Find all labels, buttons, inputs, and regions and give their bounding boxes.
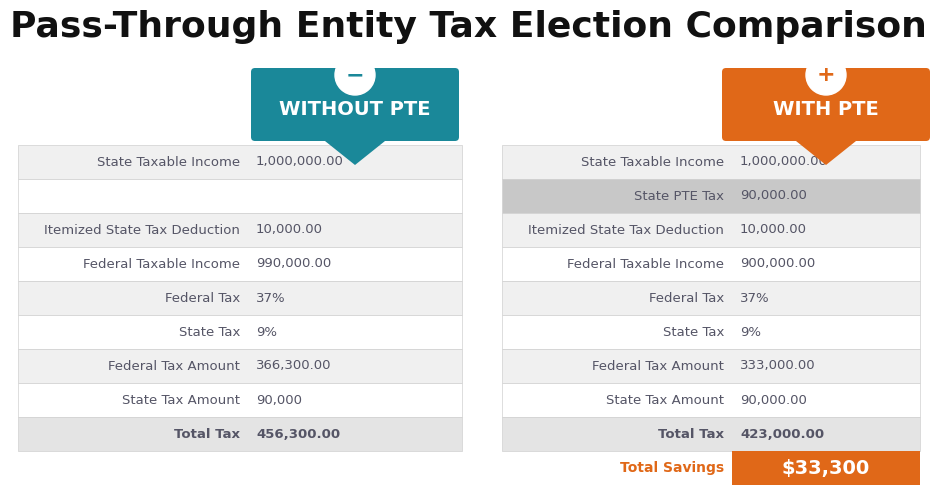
- Text: +: +: [817, 65, 835, 85]
- Text: Total Tax: Total Tax: [174, 427, 240, 441]
- Text: 456,300.00: 456,300.00: [256, 427, 340, 441]
- Text: State Taxable Income: State Taxable Income: [581, 155, 724, 169]
- Polygon shape: [320, 137, 390, 165]
- FancyBboxPatch shape: [502, 349, 920, 383]
- FancyBboxPatch shape: [722, 68, 930, 141]
- FancyBboxPatch shape: [251, 68, 459, 141]
- Circle shape: [806, 55, 846, 95]
- Text: 90,000: 90,000: [256, 393, 302, 407]
- Text: Itemized State Tax Deduction: Itemized State Tax Deduction: [44, 223, 240, 237]
- FancyBboxPatch shape: [18, 349, 462, 383]
- FancyBboxPatch shape: [18, 213, 462, 247]
- FancyBboxPatch shape: [502, 247, 920, 281]
- Text: State Taxable Income: State Taxable Income: [96, 155, 240, 169]
- Text: WITHOUT PTE: WITHOUT PTE: [279, 100, 431, 119]
- Text: 9%: 9%: [256, 325, 277, 339]
- Text: Federal Taxable Income: Federal Taxable Income: [567, 258, 724, 270]
- Text: Total Tax: Total Tax: [658, 427, 724, 441]
- Text: Federal Tax Amount: Federal Tax Amount: [592, 360, 724, 372]
- Text: Federal Taxable Income: Federal Taxable Income: [83, 258, 240, 270]
- FancyBboxPatch shape: [502, 213, 920, 247]
- Text: −: −: [345, 65, 364, 85]
- FancyBboxPatch shape: [18, 383, 462, 417]
- FancyBboxPatch shape: [18, 281, 462, 315]
- Text: 900,000.00: 900,000.00: [740, 258, 815, 270]
- FancyBboxPatch shape: [502, 179, 920, 213]
- Text: 90,000.00: 90,000.00: [740, 190, 807, 202]
- Text: 9%: 9%: [740, 325, 761, 339]
- Text: 10,000.00: 10,000.00: [256, 223, 323, 237]
- Polygon shape: [791, 137, 861, 165]
- Text: 990,000.00: 990,000.00: [256, 258, 331, 270]
- Text: 10,000.00: 10,000.00: [740, 223, 807, 237]
- Text: Federal Tax: Federal Tax: [649, 292, 724, 304]
- Text: Federal Tax: Federal Tax: [165, 292, 240, 304]
- FancyBboxPatch shape: [18, 315, 462, 349]
- Text: WITH PTE: WITH PTE: [773, 100, 879, 119]
- FancyBboxPatch shape: [502, 383, 920, 417]
- FancyBboxPatch shape: [18, 417, 462, 451]
- Text: State Tax Amount: State Tax Amount: [122, 393, 240, 407]
- FancyBboxPatch shape: [502, 281, 920, 315]
- FancyBboxPatch shape: [732, 451, 920, 485]
- FancyBboxPatch shape: [502, 315, 920, 349]
- FancyBboxPatch shape: [502, 145, 920, 179]
- Text: $33,300: $33,300: [782, 459, 870, 477]
- Text: 90,000.00: 90,000.00: [740, 393, 807, 407]
- Text: State Tax Amount: State Tax Amount: [606, 393, 724, 407]
- Text: Itemized State Tax Deduction: Itemized State Tax Deduction: [528, 223, 724, 237]
- Circle shape: [335, 55, 375, 95]
- Text: State Tax: State Tax: [663, 325, 724, 339]
- Text: 1,000,000.00: 1,000,000.00: [256, 155, 344, 169]
- Text: Total Savings: Total Savings: [620, 461, 724, 475]
- Text: Pass-Through Entity Tax Election Comparison: Pass-Through Entity Tax Election Compari…: [9, 10, 927, 44]
- FancyBboxPatch shape: [18, 145, 462, 179]
- FancyBboxPatch shape: [502, 417, 920, 451]
- Text: 37%: 37%: [256, 292, 285, 304]
- Text: Federal Tax Amount: Federal Tax Amount: [109, 360, 240, 372]
- FancyBboxPatch shape: [18, 247, 462, 281]
- Text: State PTE Tax: State PTE Tax: [634, 190, 724, 202]
- FancyBboxPatch shape: [18, 179, 462, 213]
- Text: 366,300.00: 366,300.00: [256, 360, 331, 372]
- Text: 1,000,000.00: 1,000,000.00: [740, 155, 827, 169]
- Text: State Tax: State Tax: [179, 325, 240, 339]
- Text: 333,000.00: 333,000.00: [740, 360, 815, 372]
- Text: 37%: 37%: [740, 292, 769, 304]
- Text: 423,000.00: 423,000.00: [740, 427, 824, 441]
